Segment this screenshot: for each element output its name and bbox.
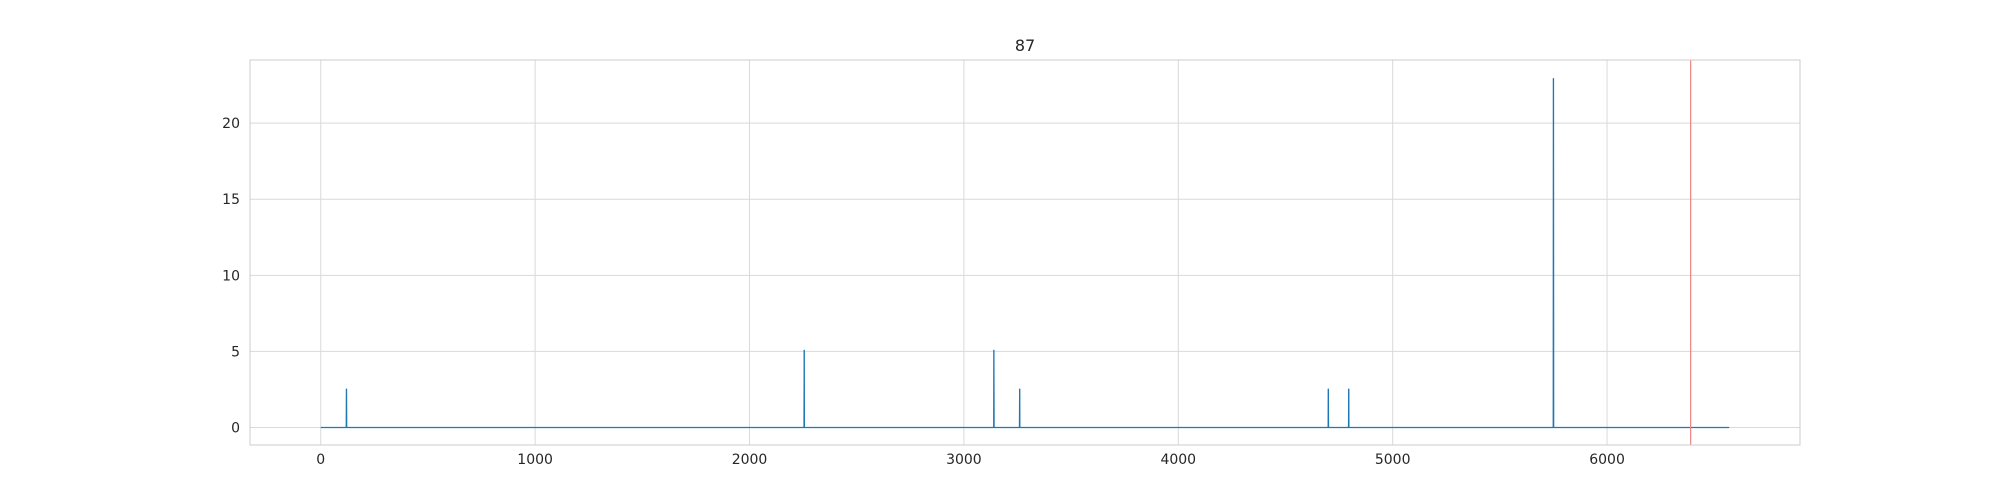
series-line [320, 78, 1730, 429]
x-tick-label: 2000 [732, 452, 768, 468]
y-axis-ticks: 0 5 10 15 20 [222, 116, 240, 436]
x-tick-label: 3000 [946, 452, 982, 468]
series-layer [320, 60, 1730, 445]
y-tick-label: 15 [222, 192, 240, 208]
y-tick-label: 0 [231, 421, 240, 437]
x-tick-label: 5000 [1375, 452, 1411, 468]
plot-area-frame [249, 59, 1801, 446]
grid-lines [250, 60, 1800, 445]
x-tick-label: 4000 [1160, 452, 1196, 468]
x-tick-label: 6000 [1589, 452, 1625, 468]
y-tick-label: 5 [231, 344, 240, 360]
chart-title: 87 [1015, 36, 1035, 55]
x-tick-label: 0 [316, 452, 325, 468]
y-tick-label: 20 [222, 116, 240, 132]
y-tick-label: 10 [222, 268, 240, 284]
x-axis-ticks: 0 1000 2000 3000 4000 5000 6000 [316, 452, 1625, 468]
x-tick-label: 1000 [517, 452, 553, 468]
